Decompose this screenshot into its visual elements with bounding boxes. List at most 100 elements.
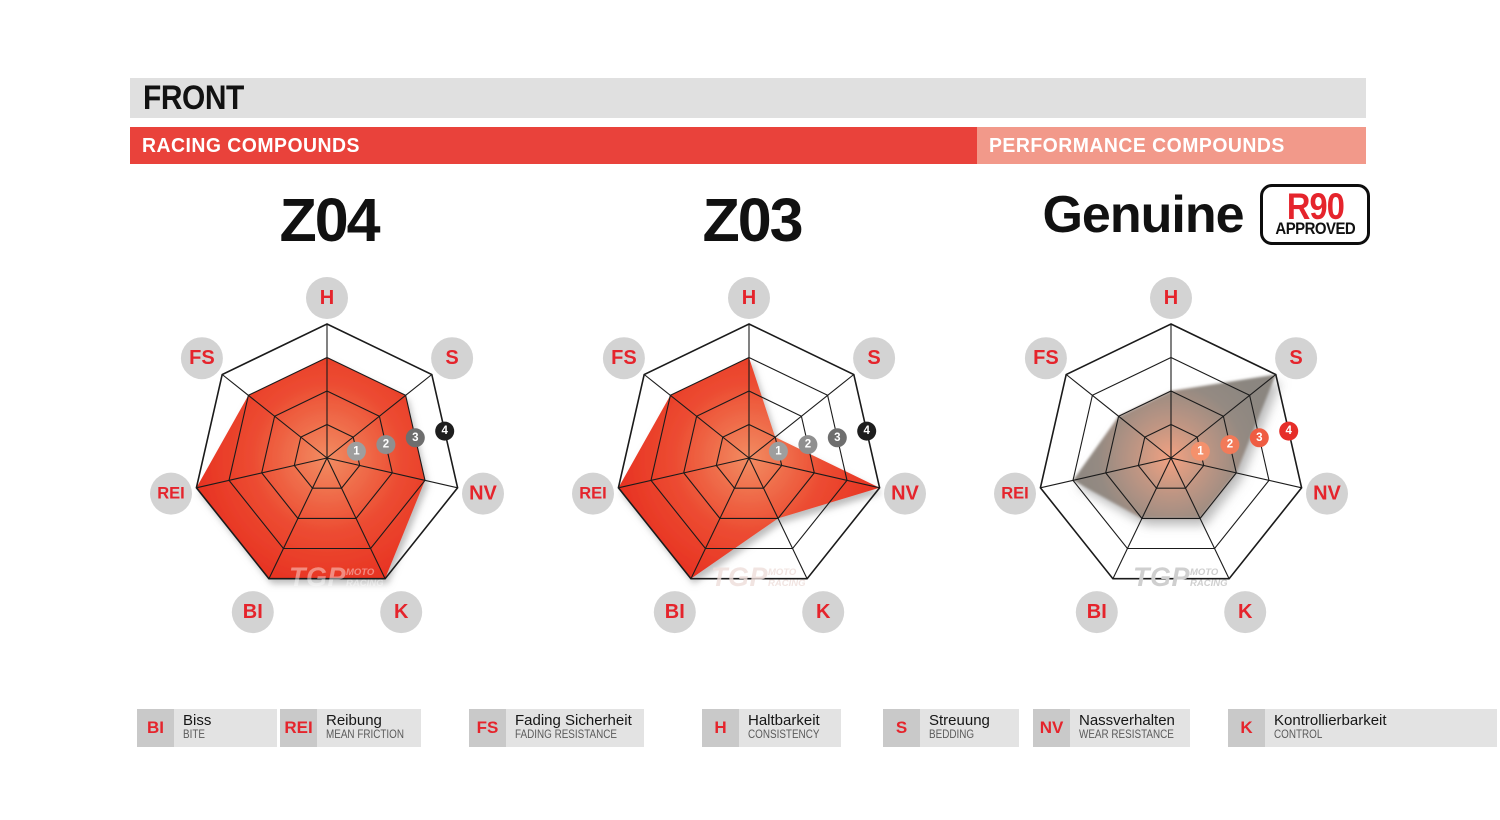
legend-de-s: Streuung <box>929 712 990 729</box>
chart-title-genuine: Genuine <box>1042 186 1244 244</box>
axis-label-circle-h <box>728 277 770 319</box>
scale-marker-3 <box>405 428 425 448</box>
legend-abbr-rei: REI <box>280 709 317 747</box>
tgp-watermark-moto: MOTO <box>346 567 375 578</box>
legend-en-fs: FADING RESISTANCE <box>515 729 618 741</box>
scale-marker-1 <box>346 441 366 461</box>
axis-label-circle-fs <box>180 337 223 380</box>
axis-label-k: K <box>1238 601 1253 623</box>
tgp-watermark-racing: RACING <box>346 578 384 589</box>
axis-label-circle-k <box>380 591 423 634</box>
scale-marker-label-3: 3 <box>834 432 840 444</box>
axis-label-circle-h <box>1150 277 1192 319</box>
grid-ring-4 <box>1039 323 1303 580</box>
radar-fill-polygon <box>1073 374 1276 519</box>
axis-spoke-fs <box>221 374 328 459</box>
axis-label-circle-fs <box>602 337 645 380</box>
grid-ring-1 <box>293 423 361 489</box>
axis-spoke-nv <box>748 457 880 489</box>
axis-spoke-fs <box>643 374 750 459</box>
axis-label-circle-rei <box>994 472 1036 515</box>
grid-ring-1 <box>1137 423 1205 489</box>
radar-chart-z03: TGP MOTO RACING 1 2 3 4 H S NV K BI REI FS <box>559 268 939 653</box>
scale-marker-label-1: 1 <box>1197 445 1204 457</box>
grid-ring-3 <box>1072 356 1270 550</box>
legend-de-rei: Reibung <box>326 712 382 729</box>
axis-label-bi: BI <box>1087 601 1107 623</box>
legend-de-h: Haltbarkeit <box>748 712 820 729</box>
axis-label-nv: NV <box>469 483 497 505</box>
axis-label-rei: REI <box>1001 485 1029 503</box>
tgp-watermark-racing: RACING <box>768 578 806 589</box>
r90-approved-badge: R90 APPROVED <box>1260 184 1370 245</box>
legend-item-s: S Streuung BEDDING <box>883 709 1019 747</box>
axis-label-fs: FS <box>189 347 215 369</box>
tgp-watermark-brand: TGP <box>289 562 346 592</box>
axis-spoke-nv <box>1170 457 1302 489</box>
axis-spoke-fs <box>1065 374 1172 459</box>
legend-en-rei: MEAN FRICTION <box>326 729 405 741</box>
legend-abbr-k: K <box>1228 709 1265 747</box>
tgp-watermark-brand: TGP <box>711 562 768 592</box>
axis-label-circle-nv <box>884 472 926 515</box>
scale-marker-2 <box>376 435 396 455</box>
scale-marker-4 <box>1279 421 1299 441</box>
axis-label-k: K <box>394 601 409 623</box>
axis-spoke-s <box>326 374 433 459</box>
axis-label-h: H <box>742 287 756 309</box>
axis-spoke-bi <box>268 457 328 579</box>
axis-label-h: H <box>320 287 334 309</box>
scale-marker-3 <box>827 428 847 448</box>
axis-label-circle-fs <box>1024 337 1067 380</box>
legend-de-k: Kontrollierbarkeit <box>1274 712 1387 729</box>
scale-marker-label-4: 4 <box>1285 425 1292 437</box>
performance-compounds-label: PERFORMANCE COMPOUNDS <box>989 135 1285 157</box>
tgp-watermark-moto: MOTO <box>768 567 797 578</box>
legend-item-fs: FS Fading Sicherheit FADING RESISTANCE <box>469 709 644 747</box>
legend-abbr-nv: NV <box>1033 709 1070 747</box>
axis-spoke-bi <box>690 457 750 579</box>
axis-label-nv: NV <box>891 483 919 505</box>
chart-title-z04: Z04 <box>279 186 380 254</box>
scale-marker-2 <box>798 435 818 455</box>
grid-ring-3 <box>228 356 426 550</box>
legend-de-nv: Nassverhalten <box>1079 712 1175 729</box>
axis-label-circle-nv <box>1306 472 1348 515</box>
legend-de-bi: Biss <box>183 712 212 729</box>
legend-en-bi: BITE <box>183 729 205 741</box>
legend-abbr-h: H <box>702 709 739 747</box>
legend-item-h: H Haltbarkeit CONSISTENCY <box>702 709 841 747</box>
scale-marker-2 <box>1220 435 1240 455</box>
axis-spoke-nv <box>326 457 458 489</box>
radar-chart-z04: TGP MOTO RACING 1 2 3 4 H S NV K BI REI FS <box>137 268 517 653</box>
grid-ring-2 <box>1105 390 1237 519</box>
front-title: FRONT <box>143 79 244 117</box>
legend-de-fs: Fading Sicherheit <box>515 712 632 729</box>
axis-spoke-k <box>748 457 808 579</box>
axis-label-circle-s <box>431 337 474 380</box>
axis-label-circle-bi <box>1075 591 1118 634</box>
axis-label-s: S <box>1289 347 1302 369</box>
grid-ring-2 <box>261 390 393 519</box>
racing-compounds-label: RACING COMPOUNDS <box>142 135 360 157</box>
badge-approved-text: APPROVED <box>1275 219 1355 238</box>
radar-chart-genuine: TGP MOTO RACING 1 2 3 4 H S NV K BI REI FS <box>981 268 1361 653</box>
radar-fill-polygon <box>196 357 425 579</box>
axis-label-circle-s <box>853 337 896 380</box>
legend-item-bi: BI Biss BITE <box>137 709 277 747</box>
axis-spoke-bi <box>1112 457 1172 579</box>
scale-marker-4 <box>857 421 877 441</box>
scale-marker-label-2: 2 <box>383 439 389 451</box>
legend-en-k: CONTROL <box>1274 729 1323 741</box>
legend-en-s: BEDDING <box>929 729 975 741</box>
grid-ring-3 <box>650 356 848 550</box>
axis-label-circle-s <box>1275 337 1318 380</box>
axis-spoke-k <box>326 457 386 579</box>
scale-marker-1 <box>1190 441 1210 461</box>
